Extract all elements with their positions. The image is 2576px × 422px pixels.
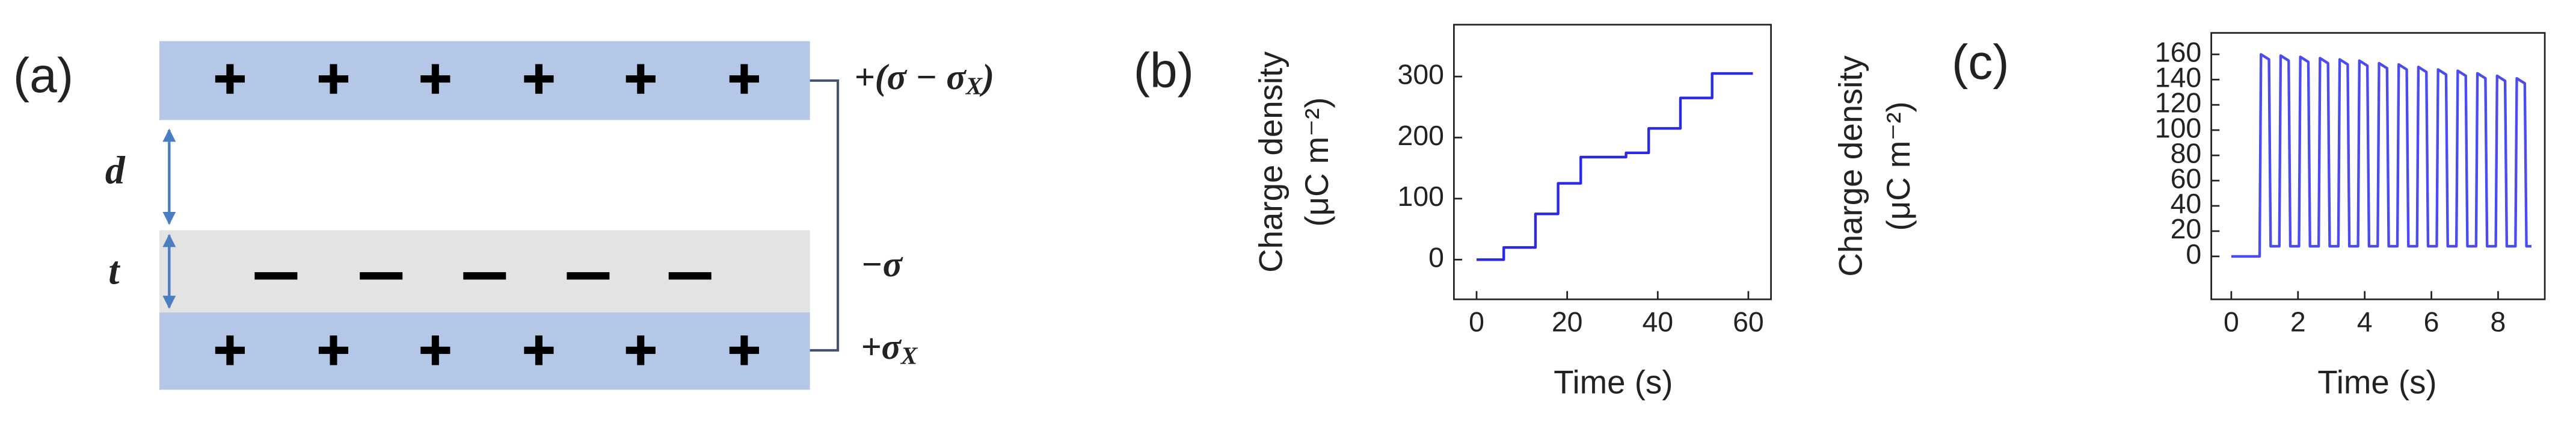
minus-sign bbox=[254, 272, 298, 280]
x-tick-label: 20 bbox=[1552, 306, 1583, 337]
plus-sign bbox=[637, 335, 645, 365]
x-tick-label: 4 bbox=[2357, 306, 2373, 337]
x-tick-label: 40 bbox=[1642, 306, 1673, 337]
label-main: +σ bbox=[861, 326, 902, 367]
x-tick-label: 8 bbox=[2491, 306, 2506, 337]
plus-sign bbox=[226, 64, 234, 94]
dielectric bbox=[159, 230, 810, 313]
y-tick-label: 80 bbox=[2171, 137, 2202, 169]
plus-sign bbox=[535, 335, 543, 365]
label-tail: ) bbox=[979, 57, 994, 97]
data-line bbox=[1477, 72, 1753, 261]
y-tick-label: 140 bbox=[2155, 62, 2201, 93]
plus-sign bbox=[637, 64, 645, 94]
y-axis-label: Charge density bbox=[1252, 51, 1289, 273]
plus-sign bbox=[330, 64, 337, 94]
label-main: +(σ − σ bbox=[854, 57, 967, 97]
y-tick-label: 160 bbox=[2155, 37, 2201, 68]
minus-sign bbox=[360, 272, 403, 280]
x-axis-label: Time (s) bbox=[2317, 364, 2436, 401]
x-tick-label: 0 bbox=[2224, 306, 2239, 337]
diagram: (a) d t +(σ − σX) −σ +σX bbox=[13, 41, 994, 390]
charge-signs bbox=[215, 64, 759, 365]
y-tick-label: 100 bbox=[2155, 112, 2201, 143]
label-sub: X bbox=[965, 72, 983, 100]
bottom-charge-label: +σX bbox=[861, 326, 918, 370]
plus-sign bbox=[330, 335, 337, 365]
y-tick-label: 0 bbox=[1428, 242, 1444, 273]
minus-sign bbox=[668, 272, 712, 280]
plus-sign bbox=[431, 335, 439, 365]
plus-sign bbox=[740, 64, 748, 94]
y-tick-label: 120 bbox=[2155, 87, 2201, 118]
plus-sign bbox=[226, 335, 234, 365]
plus-sign bbox=[431, 64, 439, 94]
bracket bbox=[810, 79, 840, 352]
y-tick-label: 40 bbox=[2171, 188, 2202, 219]
middle-charge-label: −σ bbox=[861, 244, 903, 284]
y-axis-label: (μC m⁻²) bbox=[1299, 98, 1335, 227]
panel-label: (b) bbox=[1134, 43, 1194, 98]
y-tick-label: 300 bbox=[1398, 58, 1444, 90]
x-tick-label: 2 bbox=[2290, 306, 2306, 337]
x-axis-label: Time (s) bbox=[1554, 364, 1673, 401]
minus-sign bbox=[567, 272, 610, 280]
plot-frame bbox=[2210, 32, 2546, 300]
bottom-plate bbox=[159, 312, 810, 390]
x-tick-label: 6 bbox=[2424, 306, 2439, 337]
minus-sign bbox=[463, 272, 506, 280]
y-tick-label: 60 bbox=[2171, 163, 2202, 194]
y-axis-label: (μC m⁻²) bbox=[1880, 101, 1917, 231]
plot-frame bbox=[1453, 23, 1772, 300]
panel-label: (a) bbox=[13, 48, 73, 103]
y-tick-label: 200 bbox=[1398, 120, 1444, 151]
y-tick-label: 20 bbox=[2171, 213, 2202, 244]
gap-label: d bbox=[105, 149, 126, 193]
plus-sign bbox=[535, 64, 543, 94]
top-charge-label: +(σ − σX) bbox=[854, 57, 994, 100]
panel-label: (c) bbox=[1952, 35, 2009, 90]
x-tick-label: 0 bbox=[1469, 306, 1484, 337]
x-tick-label: 60 bbox=[1733, 306, 1764, 337]
y-tick-label: 100 bbox=[1398, 181, 1444, 212]
top-plate bbox=[159, 41, 810, 120]
y-axis-label: Charge density bbox=[1833, 55, 1869, 277]
plus-sign bbox=[740, 335, 748, 365]
label-sub: X bbox=[900, 342, 918, 370]
y-tick-label: 0 bbox=[2186, 238, 2201, 270]
data-line bbox=[2231, 53, 2531, 258]
thickness-label: t bbox=[108, 249, 120, 293]
